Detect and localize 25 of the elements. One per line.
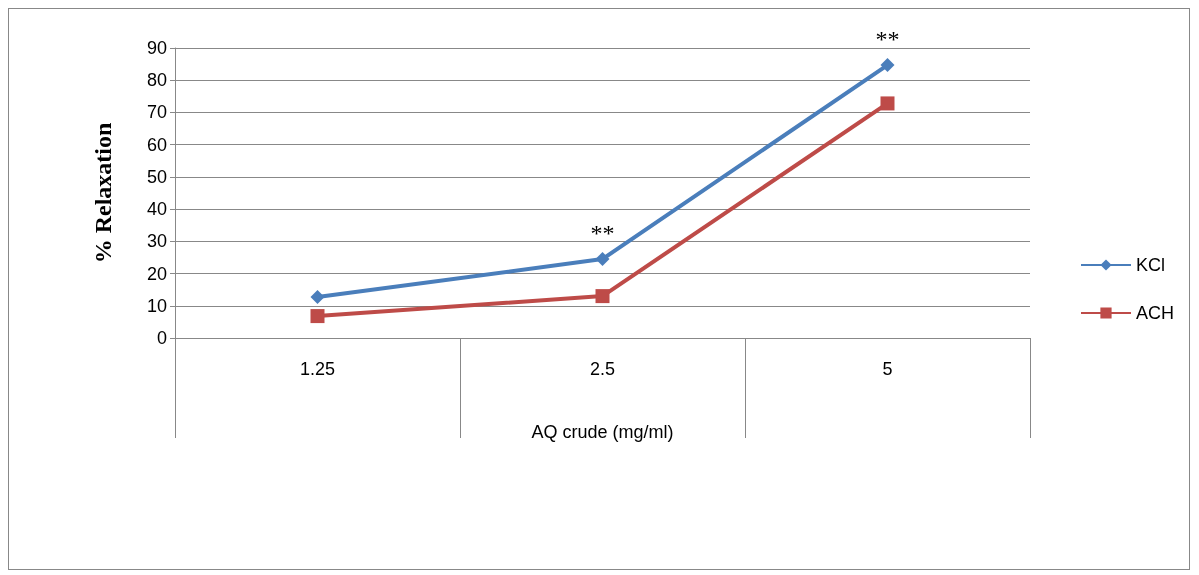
point	[310, 309, 325, 324]
point	[880, 96, 895, 111]
y-tick-label: 20	[146, 263, 167, 284]
y-tick-label: 50	[146, 166, 167, 187]
y-tick-label: 30	[146, 231, 167, 252]
point	[310, 290, 325, 305]
y-tick-label: 0	[156, 328, 167, 348]
y-tick-label: 40	[146, 199, 167, 220]
point	[880, 58, 895, 73]
x-tick-label: 5	[882, 359, 893, 379]
point	[595, 252, 610, 267]
y-tick-label: 80	[146, 70, 167, 91]
y-tick-label: 90	[146, 38, 167, 58]
x-axis-title: AQ crude (mg/ml)	[531, 422, 674, 442]
x-tick-label: 2.5	[589, 359, 616, 379]
point	[595, 289, 610, 304]
x-tick-label: 1.25	[299, 359, 336, 379]
y-tick-label: 60	[146, 134, 167, 155]
y-tick-label: 10	[146, 295, 167, 316]
annotation: **	[875, 26, 900, 53]
legend-label: KCl	[1136, 255, 1166, 275]
legend-label: ACH	[1136, 303, 1175, 323]
y-tick-label: 70	[146, 102, 167, 123]
annotation: **	[590, 220, 615, 247]
y-axis-title: % Relaxation	[90, 122, 116, 264]
